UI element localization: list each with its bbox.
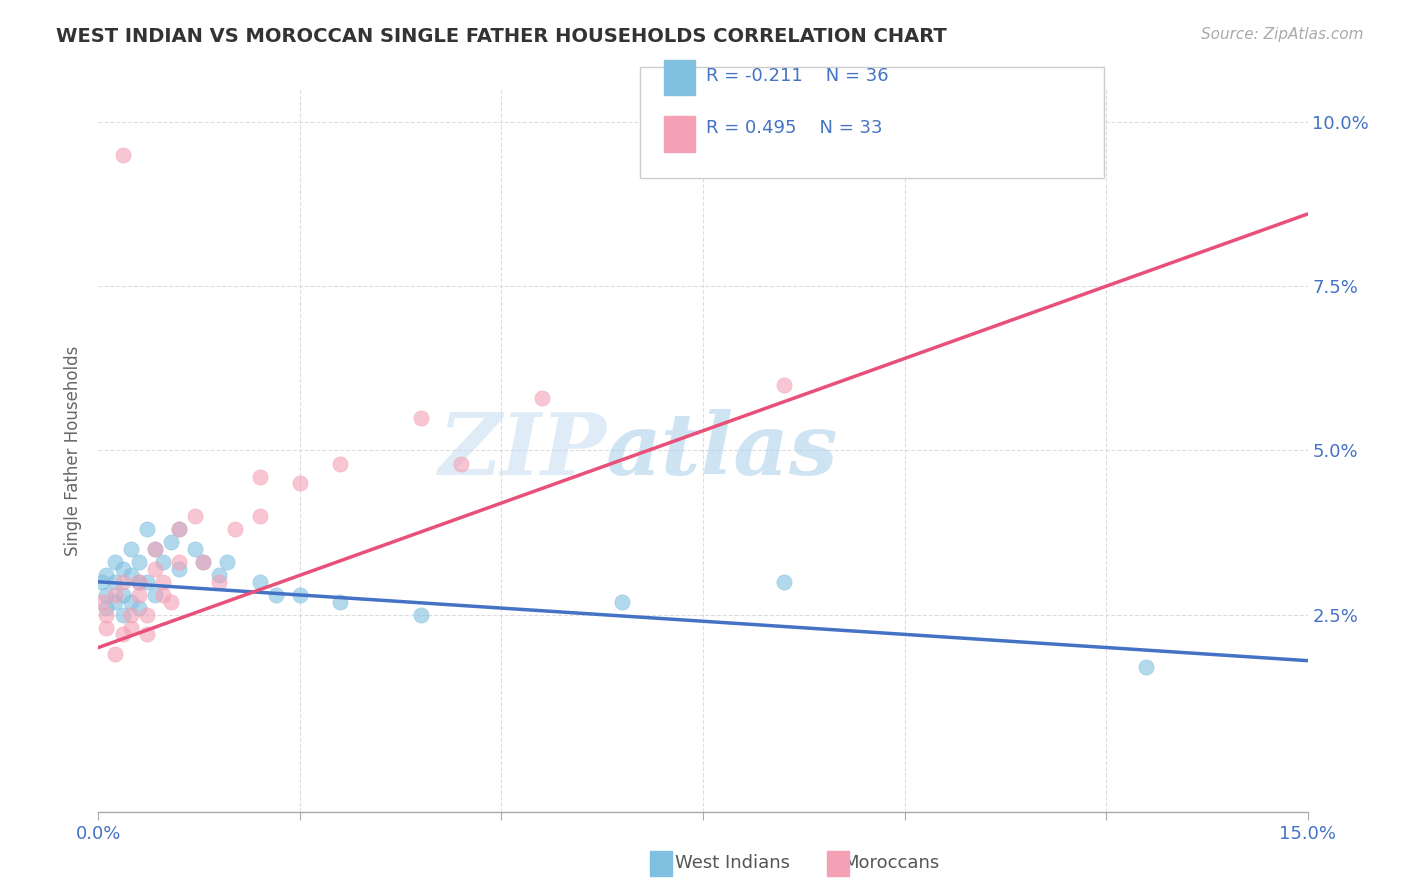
Point — [249, 509, 271, 524]
Point — [128, 588, 150, 602]
Point — [152, 555, 174, 569]
Point — [167, 522, 190, 536]
Point — [128, 555, 150, 569]
Point — [96, 607, 118, 622]
Point — [135, 607, 157, 622]
Text: Source: ZipAtlas.com: Source: ZipAtlas.com — [1201, 27, 1364, 42]
Text: West Indians: West Indians — [675, 854, 790, 871]
Point — [120, 541, 142, 556]
Point — [143, 588, 166, 602]
Point — [111, 148, 134, 162]
Point — [217, 555, 239, 569]
Point — [612, 594, 634, 608]
Point — [167, 555, 190, 569]
Point — [143, 562, 166, 576]
Point — [103, 594, 125, 608]
Point — [264, 588, 287, 602]
Point — [772, 377, 794, 392]
Point — [208, 568, 231, 582]
Point — [208, 574, 231, 589]
Point — [530, 391, 553, 405]
Point — [160, 535, 183, 549]
Point — [249, 574, 271, 589]
Point — [128, 601, 150, 615]
Point — [111, 562, 134, 576]
Point — [96, 621, 118, 635]
Point — [1135, 660, 1157, 674]
Point — [167, 522, 190, 536]
Point — [143, 541, 166, 556]
Point — [96, 601, 118, 615]
Point — [103, 555, 125, 569]
Text: ZIP: ZIP — [439, 409, 606, 492]
Point — [224, 522, 246, 536]
Point — [103, 574, 125, 589]
Point — [409, 410, 432, 425]
Point — [193, 555, 215, 569]
Text: WEST INDIAN VS MOROCCAN SINGLE FATHER HOUSEHOLDS CORRELATION CHART: WEST INDIAN VS MOROCCAN SINGLE FATHER HO… — [56, 27, 948, 45]
Point — [120, 594, 142, 608]
Point — [772, 574, 794, 589]
Point — [120, 621, 142, 635]
Point — [96, 588, 118, 602]
Point — [152, 574, 174, 589]
Point — [91, 574, 114, 589]
Point — [103, 647, 125, 661]
Point — [249, 469, 271, 483]
Point — [450, 457, 472, 471]
Point — [160, 594, 183, 608]
Text: Moroccans: Moroccans — [844, 854, 939, 871]
Point — [152, 588, 174, 602]
Text: atlas: atlas — [606, 409, 839, 492]
Point — [96, 568, 118, 582]
Text: R = -0.211    N = 36: R = -0.211 N = 36 — [706, 67, 889, 85]
Point — [184, 509, 207, 524]
Point — [91, 594, 114, 608]
Point — [111, 588, 134, 602]
Point — [135, 522, 157, 536]
Point — [120, 607, 142, 622]
Point — [167, 562, 190, 576]
Point — [111, 607, 134, 622]
Point — [111, 627, 134, 641]
Point — [143, 541, 166, 556]
Point — [288, 476, 311, 491]
Y-axis label: Single Father Households: Single Father Households — [65, 345, 83, 556]
Point — [111, 574, 134, 589]
Text: R = 0.495    N = 33: R = 0.495 N = 33 — [706, 119, 883, 136]
Point — [103, 588, 125, 602]
Point — [409, 607, 432, 622]
Point — [288, 588, 311, 602]
Point — [184, 541, 207, 556]
Point — [193, 555, 215, 569]
Point — [135, 574, 157, 589]
Point — [120, 568, 142, 582]
Point — [329, 457, 352, 471]
Point — [128, 574, 150, 589]
Point — [128, 574, 150, 589]
Point — [329, 594, 352, 608]
Point — [135, 627, 157, 641]
